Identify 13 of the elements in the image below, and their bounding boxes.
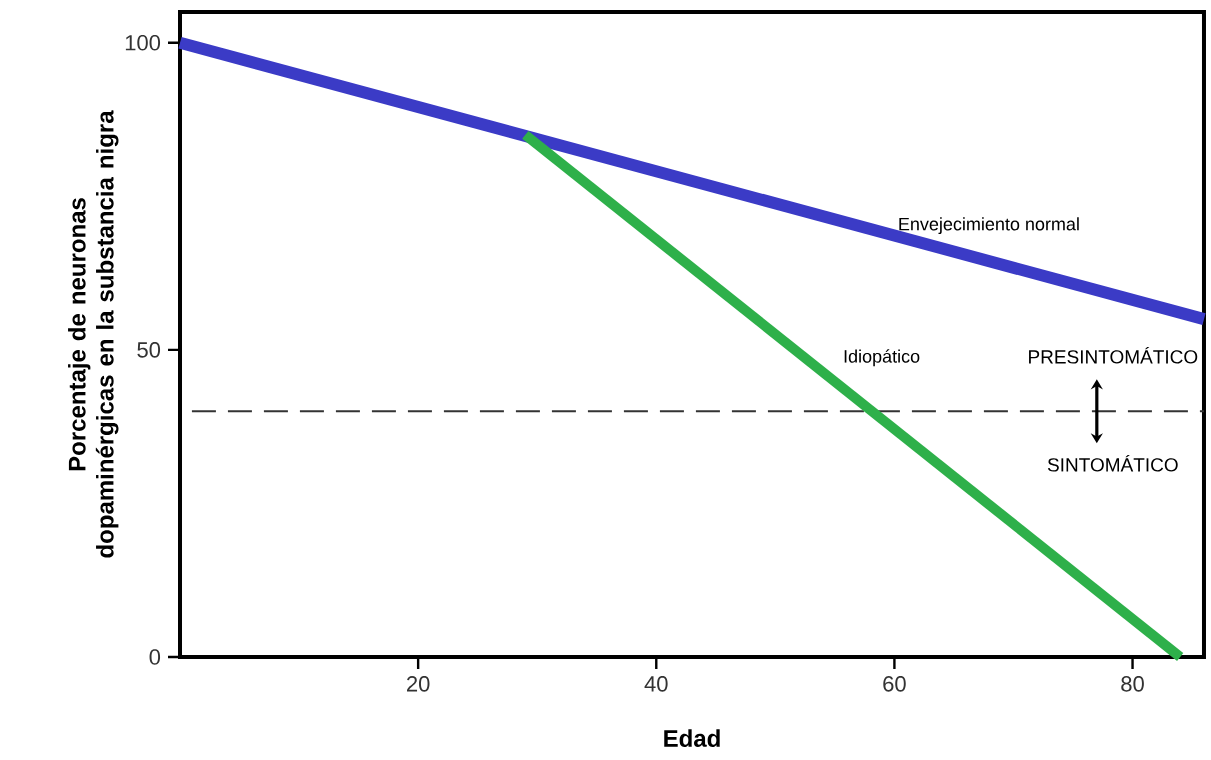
annotation: SINTOMÁTICO	[1047, 454, 1178, 472]
y-tick-label: 0	[149, 649, 161, 665]
x-tick-label: 20	[407, 676, 430, 692]
series-label: Envejecimiento normal	[899, 217, 1079, 235]
y-axis-title: Porcentaje de neuronas dopaminérgicas en la substancia nigra	[68, 110, 119, 558]
x-axis-title: Edad	[664, 729, 720, 747]
y-tick-label: 50	[137, 342, 161, 358]
series-label: Idiopático	[844, 349, 920, 367]
y-tick-label: 100	[125, 34, 161, 51]
x-tick-label: 80	[1121, 676, 1144, 692]
x-tick-label: 60	[883, 676, 906, 692]
x-tick-label: 40	[644, 676, 668, 692]
annotation: PRESINTOMÁTICO	[1029, 346, 1198, 364]
